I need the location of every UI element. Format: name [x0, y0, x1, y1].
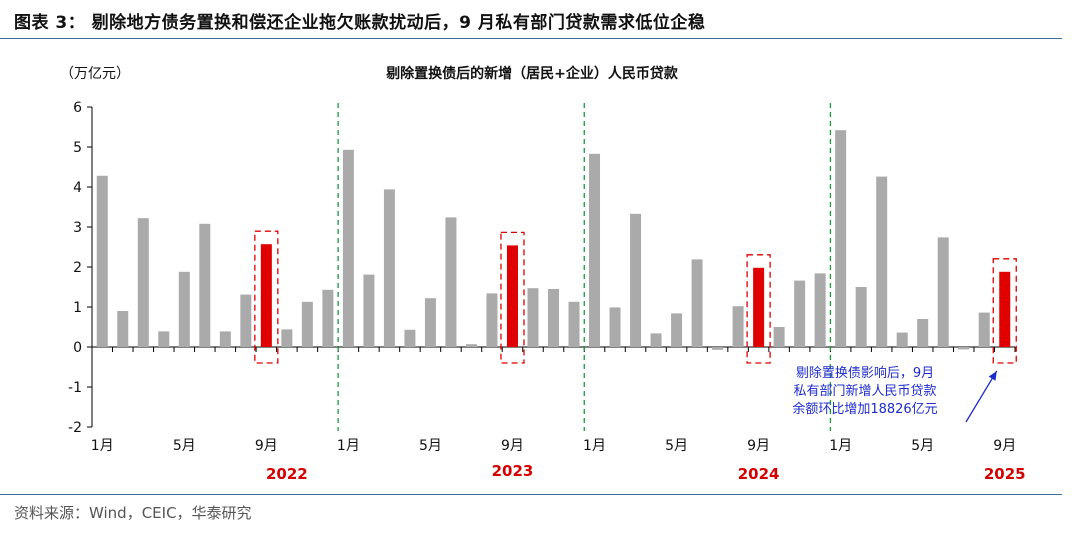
bar: [178, 271, 190, 347]
bar: [383, 189, 395, 347]
bar: [342, 149, 354, 347]
bar: [671, 313, 683, 347]
bar: [424, 298, 436, 347]
bar: [199, 223, 211, 347]
bar: [773, 327, 785, 347]
x-tick-label: 1月: [337, 438, 360, 454]
x-tick-label: 1月: [583, 438, 606, 454]
bar: [978, 312, 990, 347]
year-label: 2024: [738, 465, 780, 483]
bar-chart: （万亿元） 剔除置换债后的新增（居民+企业）人民币贷款 -2 -1 0 1 2 3 4 5 6 1…: [60, 65, 1026, 483]
bar: [958, 347, 970, 350]
x-tick-label: 5月: [173, 438, 196, 454]
bar: [158, 331, 170, 347]
bar: [691, 259, 703, 347]
bar: [814, 273, 826, 347]
highlight-box: [500, 231, 525, 364]
bar: [794, 280, 806, 347]
y-tick-label: -2: [68, 420, 82, 436]
bar: [568, 301, 580, 347]
bar: [712, 347, 724, 350]
bar: [896, 332, 908, 347]
y-tick-label: 6: [73, 100, 82, 116]
bar: [137, 218, 149, 347]
bar: [219, 331, 231, 347]
x-tick-label: 1月: [829, 438, 852, 454]
bar: [589, 153, 601, 347]
bar: [117, 311, 129, 347]
bar: [465, 344, 477, 347]
y-tick-label: -1: [68, 380, 82, 396]
bar: [363, 274, 375, 347]
chart-title: 剔除置换债后的新增（居民+企业）人民币贷款: [385, 65, 679, 82]
bar: [240, 294, 252, 347]
x-tick-label: 9月: [255, 438, 278, 454]
bar: [445, 217, 457, 347]
highlight-box: [254, 230, 279, 364]
bar: [937, 237, 949, 347]
year-label: 2022: [266, 465, 308, 483]
year-label: 2025: [984, 465, 1026, 483]
bar: [855, 287, 867, 347]
bar: [527, 288, 539, 347]
figure-title: 图表 3： 剔除地方债务置换和偿还企业拖欠账款扰动后，9 月私有部门贷款需求低位…: [14, 13, 706, 33]
x-tick-label: 5月: [665, 438, 688, 454]
bar: [732, 306, 744, 347]
figure-header: 图表 3： 剔除地方债务置换和偿还企业拖欠账款扰动后，9 月私有部门贷款需求低位…: [0, 0, 1062, 39]
bar: [96, 175, 108, 347]
x-tick-label: 1月: [91, 438, 114, 454]
annotation-arrow-head: [988, 371, 997, 381]
bar: [630, 213, 642, 347]
year-label: 2023: [492, 462, 534, 480]
highlight-bar: [506, 245, 518, 347]
y-tick-label: 0: [73, 340, 82, 356]
highlight-box: [992, 258, 1017, 364]
source-note: 资料来源：Wind，CEIC，华泰研究: [14, 504, 252, 522]
bar: [301, 301, 313, 347]
y-tick-label: 1: [73, 300, 82, 316]
x-tick-label: 5月: [911, 438, 934, 454]
bar: [917, 319, 929, 347]
highlight-bar: [260, 244, 272, 347]
highlight-bar: [753, 267, 765, 347]
x-tick-label: 9月: [993, 438, 1016, 454]
annotation-text: 余额环比增加18826亿元: [792, 401, 937, 417]
bar: [609, 307, 621, 347]
bar: [548, 289, 559, 347]
y-unit-label: （万亿元）: [60, 66, 130, 82]
x-tick-label: 9月: [501, 438, 524, 454]
highlight-bar: [999, 271, 1011, 347]
bar: [650, 333, 662, 347]
annotation-arrow-line: [965, 370, 998, 423]
bar: [835, 130, 847, 347]
x-tick-label: 9月: [747, 438, 770, 454]
highlight-box: [746, 254, 771, 364]
y-tick-label: 5: [73, 140, 82, 156]
bar: [322, 289, 334, 347]
bar: [281, 329, 293, 347]
plot-area: -2 -1 0 1 2 3 4 5 6 1月 5月 9月 1月 5月 9月 1月 5月 9月 1月 5月 9月 2022 2…: [68, 100, 1026, 483]
bar: [404, 329, 416, 347]
annotation-text: 私有部门新增人民币贷款: [793, 383, 936, 399]
figure-footer: 资料来源：Wind，CEIC，华泰研究: [0, 494, 1062, 535]
x-tick-label: 5月: [419, 438, 442, 454]
y-tick-label: 4: [73, 180, 82, 196]
bar: [876, 176, 888, 347]
annotation-text: 剔除置换债影响后，9月: [796, 365, 934, 381]
bar: [486, 293, 498, 347]
y-tick-label: 2: [73, 260, 82, 276]
y-tick-label: 3: [73, 220, 82, 236]
